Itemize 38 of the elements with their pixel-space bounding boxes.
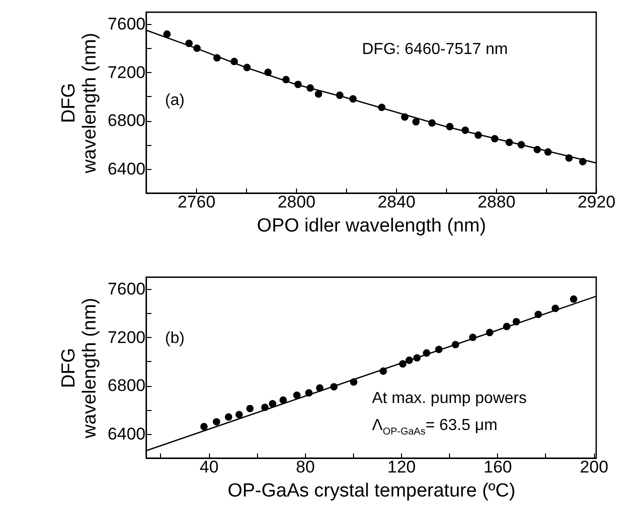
x-tick-label: 160: [484, 458, 512, 476]
point: [235, 410, 243, 418]
y-tick-label: 6800: [108, 376, 146, 396]
x-tick-label: 200: [580, 458, 608, 476]
y-tick-label: 7200: [108, 62, 146, 82]
x-tick-label: 2920: [578, 192, 616, 212]
y-tick-label: 6800: [108, 111, 146, 130]
x-axis-title: OPO idler wavelength (nm): [256, 216, 486, 236]
x-tick-label: 80: [296, 458, 315, 476]
annotation: (b): [165, 330, 185, 347]
y-axis-title: DFG wavelength (nm): [58, 298, 101, 440]
y-tick-label: 6400: [108, 159, 146, 178]
point: [268, 400, 276, 408]
y-tick-label: 7600: [108, 280, 146, 299]
point: [412, 118, 420, 126]
annotation: At max. pump powers: [372, 390, 527, 407]
y-tick-label: 6400: [108, 424, 146, 444]
x-axis-title: OP-GaAs crystal temperature (ºC): [228, 480, 516, 502]
point: [200, 422, 208, 430]
x-tick-label: 2880: [478, 192, 516, 212]
y-tick-label: 7200: [108, 328, 146, 347]
x-tick-label: 40: [200, 458, 219, 476]
y-axis-title: DFG wavelength (nm): [58, 32, 101, 174]
point: [246, 404, 254, 412]
point: [163, 30, 171, 38]
x-tick-label: 2840: [378, 192, 416, 212]
x-tick-label: 2800: [278, 192, 316, 212]
point: [570, 295, 578, 303]
point: [224, 413, 232, 421]
y-tick-label: 7600: [108, 14, 146, 34]
point: [279, 396, 287, 404]
point: [314, 90, 322, 98]
annotation: DFG: 6460-7517 nm: [362, 41, 508, 58]
x-tick-label: 2760: [178, 192, 216, 212]
annotation: (a): [165, 92, 185, 109]
x-tick-label: 120: [387, 458, 416, 476]
point: [293, 392, 301, 399]
point: [212, 418, 220, 426]
